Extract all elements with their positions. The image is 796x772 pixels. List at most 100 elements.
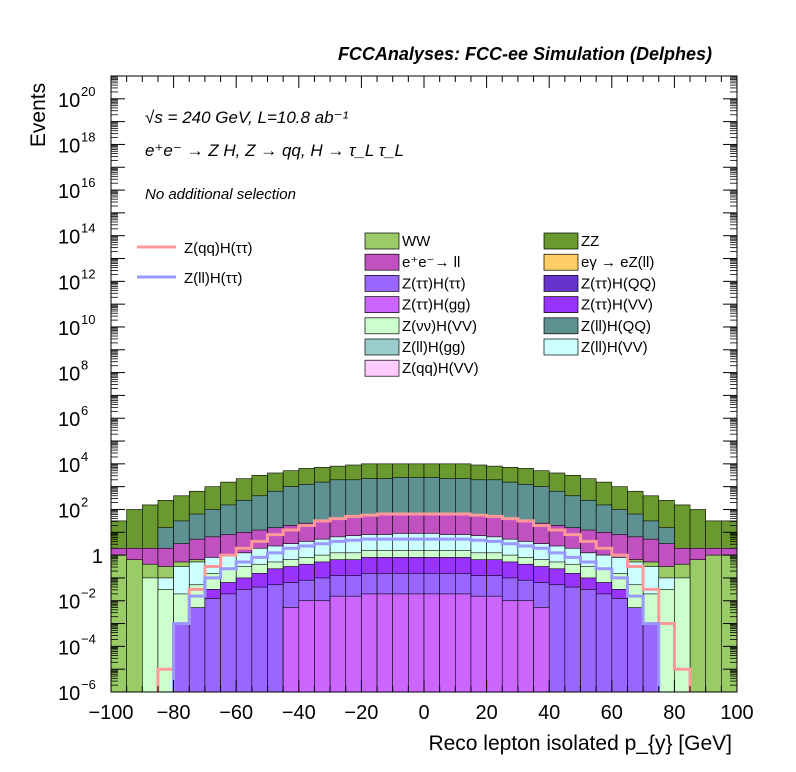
legend-label: Z(ττ)H(ττ) bbox=[402, 275, 466, 292]
bar-z-h--bin-32 bbox=[611, 598, 628, 693]
y-tick-label: 1 bbox=[92, 546, 103, 568]
bar-z-h--bin-30 bbox=[580, 589, 597, 693]
chart-header: FCCAnalyses: FCC-ee Simulation (Delphes) bbox=[338, 44, 712, 64]
bar-ww-bin-38 bbox=[705, 554, 722, 693]
y-tick-label: 10 bbox=[58, 181, 80, 203]
bar-z-h--bin-29 bbox=[564, 586, 581, 693]
bar-z-h-gg--bin-15 bbox=[345, 595, 362, 693]
y-tick-label-exponent: 2 bbox=[81, 494, 88, 509]
signal-overlays bbox=[156, 512, 692, 692]
bar-z-h--bin-5 bbox=[188, 607, 206, 693]
bar-z-h-gg--bin-19 bbox=[408, 593, 425, 693]
bar-z-h--bin-28 bbox=[548, 584, 566, 693]
y-tick-label: 10 bbox=[58, 318, 80, 340]
bar-z-h-gg--bin-22 bbox=[454, 593, 472, 693]
bar-z-h-gg--bin-24 bbox=[486, 595, 503, 693]
bar-z-h-vv--bin-36 bbox=[674, 577, 691, 693]
bar-z-h-gg--bin-27 bbox=[533, 607, 550, 693]
y-tick-label-exponent: 20 bbox=[81, 84, 95, 99]
bar-z-h-vv--bin-35 bbox=[658, 589, 675, 693]
bar-z-h-gg--bin-13 bbox=[314, 600, 331, 693]
legend-label: Z(ll)H(gg) bbox=[402, 339, 465, 356]
x-tick-label: −100 bbox=[88, 702, 133, 724]
bar-z-h--bin-33 bbox=[627, 607, 644, 693]
x-tick-label: 100 bbox=[720, 702, 753, 724]
x-tick-label: 60 bbox=[601, 702, 623, 724]
legend-swatch bbox=[364, 317, 400, 335]
y-tick-label-exponent: 10 bbox=[81, 312, 95, 327]
legend-swatch bbox=[543, 296, 579, 313]
legend-swatch bbox=[364, 232, 400, 250]
y-tick-label-exponent: 4 bbox=[81, 449, 88, 464]
overlay-line-z-qq-h- bbox=[156, 512, 692, 692]
y-tick-label: 10 bbox=[58, 592, 80, 614]
bar-z-h--bin-6 bbox=[204, 598, 221, 693]
legend-swatch bbox=[543, 338, 579, 356]
y-tick-label: 10 bbox=[58, 364, 80, 386]
bar-ww-bin-1 bbox=[126, 559, 143, 693]
y-tick-label-exponent: −2 bbox=[81, 586, 96, 601]
bar-z-h-gg--bin-25 bbox=[501, 600, 519, 693]
process-annotation: e⁺e⁻ → Z H, Z → qq, H → τ_L τ_L bbox=[145, 141, 404, 160]
bar-z-h-gg--bin-18 bbox=[392, 593, 409, 693]
legend-swatch bbox=[543, 317, 579, 335]
x-tick-label: −80 bbox=[157, 702, 191, 724]
bar-z-h--bin-10 bbox=[267, 584, 284, 693]
bar-z-h-gg--bin-23 bbox=[470, 595, 487, 693]
y-tick-label-exponent: 8 bbox=[81, 358, 88, 373]
overlay-line-z-ll-h- bbox=[172, 537, 661, 692]
bar-z-h-gg--bin-21 bbox=[439, 593, 456, 693]
bar-z-h-vv--bin-3 bbox=[157, 589, 174, 693]
y-tick-label: 10 bbox=[58, 135, 80, 157]
legend-label: eγ → eZ(ll) bbox=[581, 254, 654, 271]
y-tick-label-exponent: −6 bbox=[81, 677, 96, 692]
selection-annotation: No additional selection bbox=[145, 186, 296, 203]
bar-z-h--bin-34 bbox=[642, 623, 660, 693]
bar-ww-bin-37 bbox=[689, 559, 706, 693]
bar-z-h-vv--bin-2 bbox=[142, 577, 159, 693]
bar-z-h--bin-9 bbox=[251, 586, 268, 693]
bar-z-h-gg--bin-16 bbox=[361, 593, 378, 693]
legend-swatch bbox=[543, 232, 579, 250]
legend-label: Z(ττ)H(gg) bbox=[402, 297, 471, 314]
y-tick-label-exponent: −4 bbox=[81, 631, 96, 646]
legend-swatch bbox=[364, 253, 400, 271]
bar-z-h-gg--bin-26 bbox=[517, 600, 534, 693]
bar-z-h--bin-7 bbox=[220, 593, 237, 693]
axes: −100 −80 −60 −40 −20 0 20 40 60 80 10010−610−410−2… bbox=[58, 75, 754, 724]
legend-swatch bbox=[364, 275, 400, 292]
legend-swatch bbox=[543, 275, 579, 292]
x-tick-label: 20 bbox=[475, 702, 497, 724]
y-tick-label-exponent: 16 bbox=[81, 175, 95, 190]
y-tick-label: 10 bbox=[58, 90, 80, 112]
y-tick-label: 10 bbox=[58, 683, 80, 705]
bar-z-h-gg--bin-17 bbox=[376, 593, 393, 693]
legend-label: ZZ bbox=[581, 233, 599, 250]
legend-label: e⁺e⁻→ ll bbox=[402, 254, 460, 271]
bar-z-h-gg--bin-20 bbox=[423, 593, 440, 693]
y-tick-label: 10 bbox=[58, 227, 80, 249]
legend-label: Z(ll)H(ττ) bbox=[184, 270, 243, 287]
legend-label: Z(ll)H(VV) bbox=[581, 339, 648, 356]
legend-swatch bbox=[543, 253, 579, 271]
x-tick-label: 80 bbox=[663, 702, 685, 724]
bar-z-h-gg--bin-14 bbox=[329, 595, 347, 693]
y-tick-label-exponent: 12 bbox=[81, 266, 95, 281]
legend-label: WW bbox=[402, 233, 431, 250]
legend-label: Z(νν)H(VV) bbox=[402, 318, 477, 335]
y-tick-label: 10 bbox=[58, 637, 80, 659]
legend-label: Z(ττ)H(QQ) bbox=[581, 275, 656, 292]
legend-label: Z(qq)H(ττ) bbox=[184, 240, 253, 257]
x-tick-label: −40 bbox=[282, 702, 316, 724]
bar-z-h--bin-8 bbox=[235, 589, 253, 693]
x-tick-label: −60 bbox=[219, 702, 253, 724]
y-tick-label: 10 bbox=[58, 272, 80, 294]
x-tick-label: 0 bbox=[418, 702, 429, 724]
y-tick-label-exponent: 18 bbox=[81, 129, 95, 144]
y-axis-label: Events bbox=[27, 83, 50, 147]
legend-label: Z(qq)H(VV) bbox=[402, 360, 479, 377]
bar-z-h-gg--bin-11 bbox=[282, 607, 300, 693]
x-axis-label: Reco lepton isolated p_{y} [GeV] bbox=[428, 732, 732, 755]
x-tick-label: −20 bbox=[344, 702, 378, 724]
legend-label: Z(ττ)H(VV) bbox=[581, 297, 653, 314]
